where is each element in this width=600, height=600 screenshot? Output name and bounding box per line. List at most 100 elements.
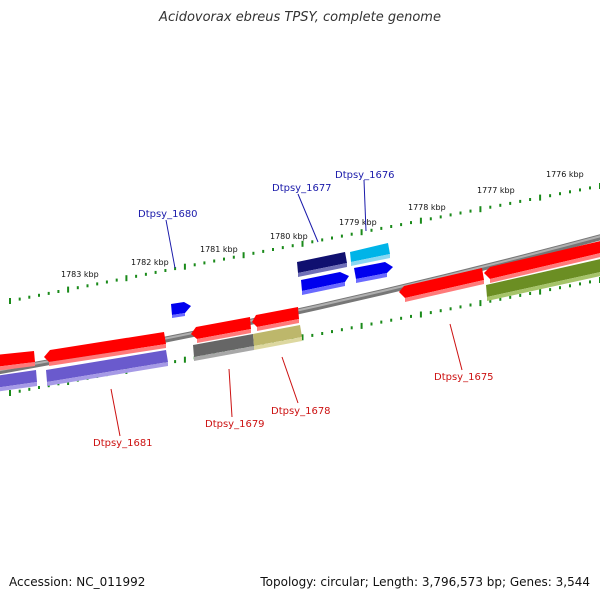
scale-tick-inner-minor <box>489 299 492 303</box>
scale-tick-inner-minor <box>38 386 40 389</box>
gene-feature-dtpsy-1676[interactable] <box>350 243 390 266</box>
scale-tick-inner-minor <box>321 332 324 335</box>
callout-lines <box>110 179 463 437</box>
gene-feature-dtpsy-1679-gray[interactable] <box>193 334 254 361</box>
gene-feature-dtpsy-1676b[interactable] <box>354 262 393 283</box>
gene-feature-dtpsy-1681-red-left[interactable] <box>0 351 35 371</box>
scale-tick-outer-minor <box>213 259 216 263</box>
scale-tick-outer-minor <box>193 263 196 267</box>
gene-label-dtpsy-1678[interactable]: Dtpsy_1678 <box>271 406 331 417</box>
gene-feature-olive-right[interactable] <box>486 258 600 301</box>
scale-tick-outer-major <box>301 240 304 247</box>
scale-tick-outer-major <box>183 263 186 270</box>
gene-label-dtpsy-1677[interactable]: Dtpsy_1677 <box>272 183 332 194</box>
scale-tick-inner-minor <box>589 280 591 284</box>
scale-tick-outer-minor <box>154 270 157 274</box>
scale-tick-outer-minor <box>232 255 235 259</box>
scale-tick-outer-minor <box>47 291 50 295</box>
scale-tick-outer-minor <box>321 238 324 242</box>
scale-tick-outer-minor <box>579 188 581 192</box>
gene-feature-dtpsy-1681-purple[interactable] <box>46 350 168 386</box>
scale-tick-outer-minor <box>489 205 492 209</box>
scale-label-1782: 1782 kbp <box>131 258 169 267</box>
scale-tick-outer-minor <box>76 286 79 290</box>
gene-feature-dtpsy-1677b[interactable] <box>301 272 349 295</box>
scale-tick-outer-minor <box>549 194 552 198</box>
scale-tick-outer-minor <box>519 199 522 203</box>
scale-tick-outer-major <box>242 252 245 259</box>
scale-tick-inner-major <box>419 311 422 318</box>
scale-label-1780: 1780 kbp <box>270 232 308 241</box>
scale-tick-outer-minor <box>135 274 138 278</box>
gene-label-dtpsy-1680[interactable]: Dtpsy_1680 <box>138 209 198 220</box>
gene-feature-dtpsy-1680[interactable] <box>171 302 191 318</box>
gene-label-dtpsy-1681[interactable]: Dtpsy_1681 <box>93 438 153 449</box>
gene-label-dtpsy-1675[interactable]: Dtpsy_1675 <box>434 372 494 383</box>
gene-feature-dtpsy-1679-red[interactable] <box>191 317 251 343</box>
gene-feature-dtpsy-1681-red[interactable] <box>44 332 166 366</box>
scale-label-1779: 1779 kbp <box>339 218 377 227</box>
gene-feature-dtpsy-1678-khaki[interactable] <box>253 325 302 350</box>
scale-tick-outer-minor <box>272 248 274 251</box>
gene-label-dtpsy-1679[interactable]: Dtpsy_1679 <box>205 419 265 430</box>
scale-tick-outer-minor <box>459 211 462 215</box>
scale-tick-outer-major <box>125 275 128 282</box>
scale-tick-outer-minor <box>439 215 442 219</box>
gene-feature-dtpsy-1678-red[interactable] <box>252 307 299 331</box>
scale-tick-inner-minor <box>459 305 462 309</box>
scale-tick-outer-major <box>67 286 70 293</box>
scale-tick-outer-major <box>479 206 482 213</box>
scale-tick-outer-major <box>9 298 11 304</box>
gene-feature-red-right[interactable] <box>484 240 600 283</box>
gene-feature-dtpsy-1675-red[interactable] <box>399 268 484 302</box>
gene-feature-dtpsy-1681-purple-left[interactable] <box>0 370 37 392</box>
scale-tick-outer-minor <box>105 280 108 284</box>
scale-tick-outer-minor <box>262 249 265 253</box>
scale-tick-inner-minor <box>350 326 353 330</box>
scale-tick-outer-major <box>419 217 422 224</box>
scale-tick-outer-minor <box>340 234 343 238</box>
scale-tick-inner-minor <box>429 311 432 315</box>
scale-ticks-outer <box>9 183 600 304</box>
scale-tick-outer-minor <box>281 246 284 250</box>
scale-tick-inner-minor <box>174 360 177 364</box>
scale-tick-inner-minor <box>18 389 21 393</box>
scale-tick-outer-minor <box>449 213 452 217</box>
scale-tick-inner-minor <box>469 303 472 307</box>
scale-label-1778: 1778 kbp <box>408 203 446 212</box>
scale-tick-outer-minor <box>311 240 314 244</box>
scale-tick-inner-major <box>479 300 482 307</box>
scale-tick-outer-minor <box>223 257 225 261</box>
scale-tick-outer-minor <box>380 226 383 230</box>
scale-tick-outer-minor <box>589 186 591 190</box>
scale-tick-inner-major <box>301 334 304 341</box>
scale-tick-outer-minor <box>86 284 89 288</box>
scale-tick-outer-minor <box>28 295 31 299</box>
scale-tick-inner-minor <box>579 282 581 286</box>
scale-tick-inner-minor <box>559 286 561 290</box>
scale-tick-inner-minor <box>509 295 512 299</box>
scale-tick-inner-minor <box>311 333 314 337</box>
scale-tick-outer-minor <box>390 225 393 228</box>
scale-tick-outer-minor <box>469 209 472 213</box>
scale-tick-outer-major <box>539 194 542 201</box>
scale-tick-outer-minor <box>350 232 353 236</box>
scale-tick-outer-minor <box>144 272 147 276</box>
scale-tick-inner-minor <box>331 330 333 334</box>
scale-tick-inner-minor <box>529 292 532 295</box>
scale-tick-inner-minor <box>439 309 442 313</box>
scale-tick-outer-minor <box>509 201 512 205</box>
scale-tick-inner-minor <box>569 284 571 288</box>
accession-text: Accession: NC_011992 <box>9 575 146 589</box>
scale-tick-inner-major <box>360 322 363 329</box>
scale-tick-outer-minor <box>529 198 532 201</box>
gene-feature-dtpsy-1677[interactable] <box>297 252 347 277</box>
scale-label-1783: 1783 kbp <box>61 270 99 279</box>
scale-tick-outer-minor <box>38 293 40 297</box>
gene-label-dtpsy-1676[interactable]: Dtpsy_1676 <box>335 170 395 181</box>
scale-tick-outer-minor <box>499 203 502 207</box>
scale-tick-inner-minor <box>519 293 522 297</box>
scale-tick-outer-minor <box>203 261 206 265</box>
